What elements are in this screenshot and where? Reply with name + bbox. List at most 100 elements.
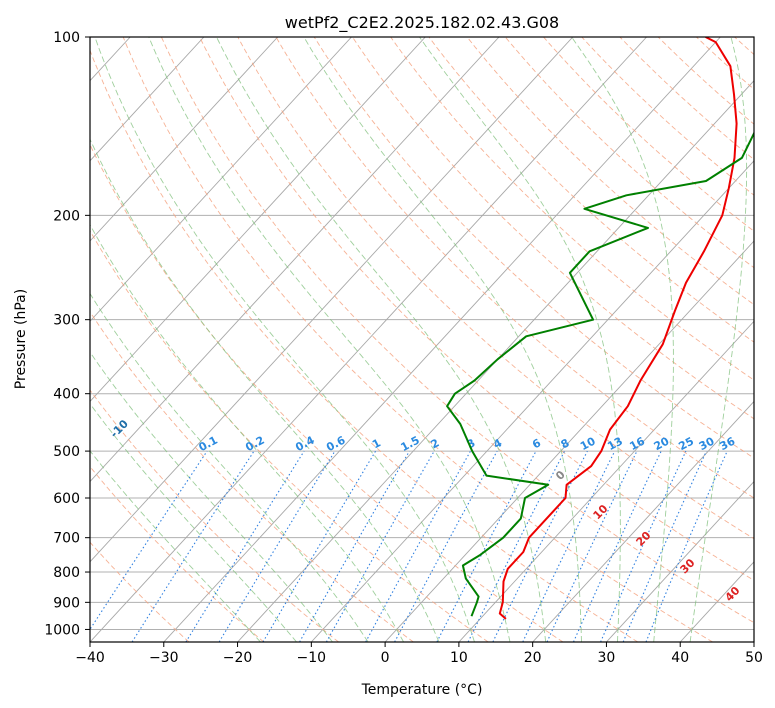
dry-adiabat-line [237, 37, 754, 540]
mixing-ratio-line [131, 450, 255, 642]
x-tick-label: −10 [297, 650, 327, 666]
isotherm-line [384, 240, 754, 642]
mixing-ratio-label: 1 [370, 436, 383, 451]
dry-adiabat-line [90, 389, 339, 642]
mixing-ratio-line [645, 450, 728, 642]
dry-adiabat-line [160, 37, 754, 624]
x-tick-label: 0 [381, 650, 390, 666]
dry-adiabat-line [122, 37, 713, 642]
y-tick-label: 800 [53, 565, 80, 581]
x-tick-label: 30 [598, 650, 616, 666]
dry-adiabat-line [504, 37, 754, 269]
mixing-ratio-line [522, 450, 616, 642]
y-tick-label: 500 [53, 444, 80, 460]
mixing-ratio-line [546, 450, 638, 642]
mixing-ratio-label: 2 [429, 436, 442, 451]
dry-adiabat-line [313, 37, 754, 459]
mixing-ratio-line [622, 450, 707, 642]
dry-adiabat-line [428, 37, 754, 343]
moist-adiabat-line [419, 37, 621, 642]
chart-title: wetPf2_C2E2.2025.182.02.43.G08 [285, 13, 559, 33]
moist-adiabat-line [216, 37, 547, 642]
moist-adiabat-line [90, 450, 261, 642]
isotherm-line [458, 320, 754, 642]
x-tick-label: 40 [671, 650, 689, 666]
mixing-ratio-label: 10 [578, 434, 598, 453]
dry-adiabat-label: -10 [108, 417, 131, 440]
y-tick-label: 700 [53, 531, 80, 547]
y-tick-label: 900 [53, 595, 80, 611]
mixing-ratio-line [365, 450, 471, 642]
moist-adiabat-label: 10 [591, 502, 611, 522]
dry-adiabat-line [199, 37, 754, 581]
isotherm-line [90, 37, 205, 162]
isotherm-line [90, 37, 500, 483]
dry-adiabat-line [657, 37, 754, 125]
isotherm-line [310, 160, 754, 642]
moist-adiabat-line [90, 223, 404, 642]
mixing-ratio-line [185, 450, 305, 642]
mixing-ratio-line [394, 450, 498, 642]
x-tick-label: 10 [450, 650, 468, 666]
x-tick-label: −20 [223, 650, 253, 666]
moist-adiabat-label: 40 [723, 584, 743, 604]
isotherm-line [90, 37, 574, 563]
isotherm-line [90, 37, 426, 403]
moist-adiabat-line [90, 138, 440, 642]
y-tick-label: 1000 [44, 622, 80, 638]
x-tick-label: −30 [149, 650, 179, 666]
mixing-ratio-line [572, 450, 662, 642]
x-axis-label: Temperature (°C) [361, 682, 483, 698]
moist-adiabat-line [94, 37, 475, 642]
moist-adiabat-line [689, 37, 748, 642]
axes: −40 −30 −20 −10 0 10 20 30 40 50 100 200 300 400 500 6 0… [44, 30, 763, 666]
plot-area: 0.10.20.40.611.52346810131620253036-100-… [90, 37, 754, 642]
mixing-ratio-line [90, 450, 208, 631]
dry-adiabat-line [90, 143, 564, 642]
mixing-ratio-line [492, 450, 588, 642]
dry-adiabat-line [543, 37, 754, 232]
mixing-ratio-label: 16 [627, 434, 647, 453]
y-tick-label: 400 [53, 387, 80, 403]
isotherm-line [532, 400, 754, 642]
mixing-ratio-label: 13 [605, 435, 625, 454]
y-axis-label: Pressure (hPa) [13, 289, 29, 389]
moist-adiabat-label: 0 [553, 468, 568, 483]
dry-adiabat-line [390, 37, 754, 381]
temperature-profile-line [498, 37, 738, 620]
dry-adiabat-line [275, 37, 754, 499]
mixing-ratio-label: 6 [530, 436, 543, 451]
y-tick-label: 300 [53, 313, 80, 329]
isotherm-line [753, 641, 754, 642]
mixing-ratio-line [262, 450, 377, 642]
dry-adiabat-line [90, 49, 639, 642]
dry-adiabat-line [581, 37, 754, 196]
isotherm-line [90, 37, 352, 322]
mixing-ratio-line [600, 450, 687, 642]
isotherm-line [606, 480, 754, 642]
dewpoint-profile-line [446, 131, 754, 617]
dry-adiabat-line [352, 37, 754, 420]
y-tick-label: 100 [53, 30, 80, 46]
mixing-ratio-label: 4 [491, 436, 504, 451]
x-tick-label: −40 [75, 650, 105, 666]
moist-adiabat-label: 20 [634, 529, 654, 549]
isotherm-line [679, 561, 754, 642]
dry-adiabat-line [90, 229, 489, 642]
mixing-ratio-label: 36 [718, 434, 738, 453]
x-tick-label: 20 [524, 650, 542, 666]
isotherm-line [237, 80, 754, 642]
mixing-ratio-line [325, 450, 435, 642]
moist-adiabat-line [90, 403, 297, 642]
mixing-ratio-label: 20 [652, 434, 672, 453]
moist-adiabat-line [303, 37, 582, 642]
y-tick-label: 200 [53, 208, 80, 224]
mixing-ratio-line [218, 450, 336, 642]
dry-adiabat-line [734, 37, 754, 56]
dry-adiabat-line [90, 465, 265, 642]
moist-adiabat-label: 30 [678, 556, 698, 576]
x-tick-label: 50 [745, 650, 763, 666]
mixing-ratio-label: 25 [676, 435, 696, 454]
moist-adiabat-line [148, 37, 511, 642]
